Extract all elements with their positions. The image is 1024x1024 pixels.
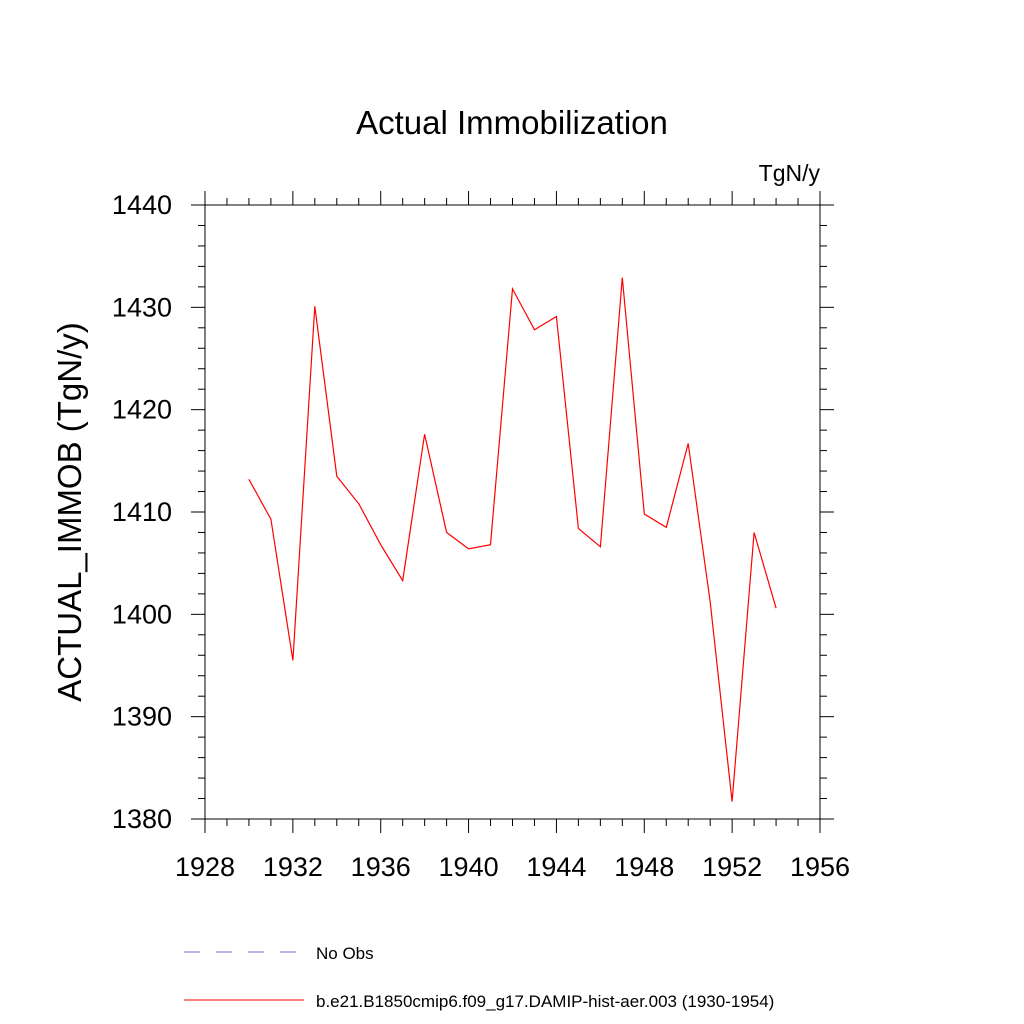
x-tick-label: 1952 bbox=[702, 852, 762, 882]
y-axis-label: ACTUAL_IMMOB (TgN/y) bbox=[51, 322, 88, 702]
x-tick-label: 1956 bbox=[790, 852, 850, 882]
x-tick-label: 1944 bbox=[526, 852, 586, 882]
y-tick-label: 1400 bbox=[112, 599, 172, 629]
x-tick-label: 1936 bbox=[351, 852, 411, 882]
y-tick-label: 1410 bbox=[112, 497, 172, 527]
series-layer bbox=[248, 277, 777, 802]
x-tick-label: 1940 bbox=[439, 852, 499, 882]
series-line bbox=[248, 277, 777, 802]
legend: No Obs b.e21.B1850cmip6.f09_g17.DAMIP-his… bbox=[184, 944, 774, 1011]
y-tick-label: 1440 bbox=[112, 190, 172, 220]
legend-label: No Obs bbox=[316, 944, 374, 963]
chart-title: Actual Immobilization bbox=[356, 104, 668, 141]
y-tick-label: 1380 bbox=[112, 804, 172, 834]
x-tick-label: 1948 bbox=[614, 852, 674, 882]
legend-label: b.e21.B1850cmip6.f09_g17.DAMIP-hist-aer.… bbox=[316, 992, 774, 1011]
x-tick-label: 1932 bbox=[263, 852, 323, 882]
y-tick-label: 1430 bbox=[112, 292, 172, 322]
units-label: TgN/y bbox=[759, 160, 821, 186]
plot-frame bbox=[204, 204, 821, 820]
y-tick-label: 1390 bbox=[112, 702, 172, 732]
axis-ticks: 1928 1932 1936 1940 1944 1948 1952 1956 1380 1390… bbox=[112, 190, 850, 882]
y-tick-label: 1420 bbox=[112, 395, 172, 425]
x-tick-label: 1928 bbox=[175, 852, 235, 882]
